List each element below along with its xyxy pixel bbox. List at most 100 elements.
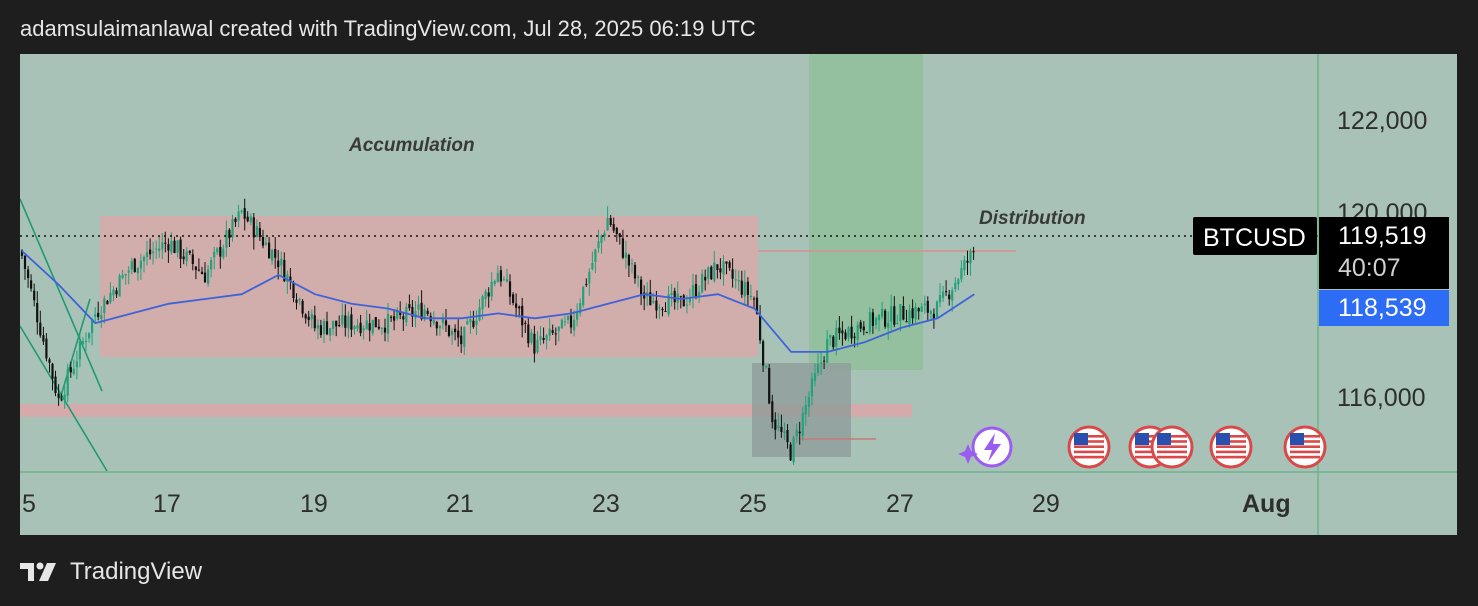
candle-body [850,326,853,339]
flag-canton [1074,433,1088,445]
candle-body [451,330,454,335]
candle-body [484,291,487,299]
us-flag-icon[interactable] [1150,425,1194,469]
candle-body [63,394,66,401]
candle-body [914,306,917,320]
candle-body [576,311,579,320]
candle-body [725,261,728,264]
candle-body [142,256,146,262]
candle-body [652,301,655,303]
candle-body [905,321,908,323]
candle-body [841,330,844,334]
candle-body [454,328,457,333]
candle-body [396,310,399,319]
flag-stripe [1216,450,1246,454]
us-flag-icon[interactable] [1283,425,1327,469]
candle-body [945,291,948,293]
candle-body [173,240,176,253]
candle-body [182,256,185,260]
candle-body [487,292,490,297]
candle-body [743,281,746,297]
flag-stripe [1216,445,1246,448]
candle-body [219,247,222,257]
candle-body [746,281,749,295]
candle-body [176,240,179,253]
x-tick-label: Aug [1242,490,1291,518]
candle-body [444,320,448,326]
candle-body [630,263,634,265]
candle-body [405,306,408,323]
candle-body [179,239,182,259]
candle-body [606,218,609,231]
candle-body [69,367,72,373]
price-chart[interactable]: Accumulation Distribution 5 17 19 21 23 … [20,54,1457,535]
candle-body [84,340,88,342]
candle-body [713,262,716,281]
candle-body [54,376,57,394]
candle-body [469,319,472,323]
candle-body [432,320,435,324]
candle-body [600,235,603,243]
candle-body [88,332,91,339]
candle-body [167,244,170,251]
candle-body [698,292,701,297]
candle-body [194,266,197,270]
candle-body [755,297,759,314]
candle-body [313,315,316,329]
chart-area[interactable]: Accumulation Distribution 5 17 19 21 23 … [20,54,1457,535]
candle-body [81,341,85,344]
candle-body [816,364,820,373]
trendline-2 [20,325,108,472]
candle-body [118,275,121,297]
candle-body [716,264,719,270]
candle-body [664,311,667,312]
candle-body [685,304,688,306]
candle-body [765,366,768,368]
candle-body [530,332,533,343]
candle-body [801,412,804,436]
moving-average-line [21,250,975,353]
candle-body [887,323,890,328]
candle-body [515,303,518,308]
x-tick-label: 17 [153,490,181,518]
candle-body [902,306,905,320]
flag-canton [1135,433,1149,445]
flash-event-icon[interactable] [958,426,1013,468]
economic-events [1067,425,1327,469]
candle-body [197,269,200,271]
candle-body [283,259,286,282]
candle-body [920,306,923,312]
candle-body [963,260,966,271]
flag-stripe [1135,455,1165,459]
us-flag-icon[interactable] [1209,425,1253,469]
candle-body [792,437,795,463]
candle-body [72,368,75,374]
candle-body [749,295,752,298]
moving-average-value: 118,539 [1338,294,1427,322]
candle-body [795,429,798,437]
candle-body [829,335,832,338]
candle-body [377,326,380,329]
candle-body [234,218,237,223]
candle-body [813,373,817,382]
candle-body [881,308,884,317]
candle-body [932,313,935,319]
candle-body [249,216,252,223]
candle-body [835,328,838,347]
candle-body [261,237,265,246]
candle-body [701,274,704,293]
us-flag-icon[interactable] [1067,425,1111,469]
candle-body [127,270,130,273]
candle-body [145,252,149,257]
candle-body [673,290,676,303]
candle-body [752,298,756,300]
candle-body [682,295,685,307]
candle-body [78,341,81,360]
candle-body [335,320,338,327]
candle-body [759,315,762,341]
candle-body [322,321,326,334]
candle-body [362,328,365,331]
x-axis-labels: 5 17 19 21 23 25 27 29 Aug [22,490,1291,518]
candle-body [161,242,164,250]
candle-body [210,260,213,270]
